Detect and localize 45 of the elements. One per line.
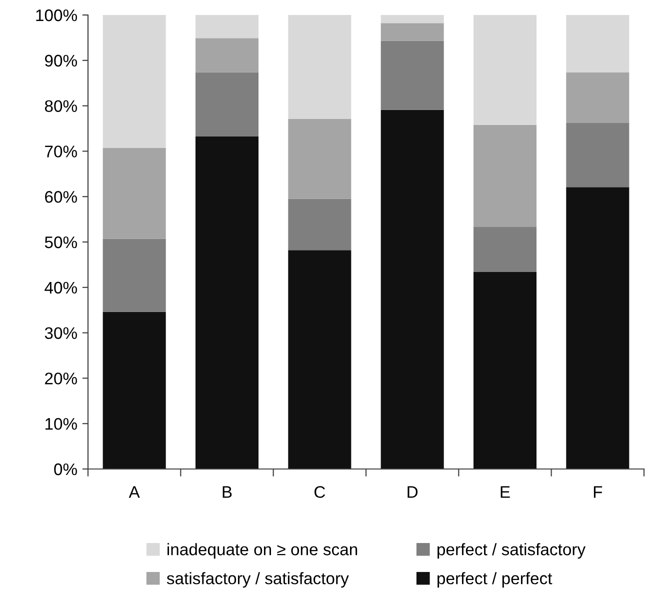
y-tick-label: 100% [36,9,77,22]
y-tick-label: 30% [44,327,77,340]
legend-label: perfect / satisfactory [438,543,586,559]
bar [380,110,444,469]
bar [380,23,444,41]
x-tick-label: E [500,486,510,498]
bar [102,238,166,312]
legend-label: inadequate on ≥ one scan [168,543,358,559]
y-tick-label: 40% [44,282,77,294]
y-tick-label: 0% [54,463,77,476]
bar [102,312,166,469]
bar [288,250,352,469]
legend-label: perfect / perfect [438,572,552,588]
legend-label: satisfactory / satisfactory [166,572,349,588]
bar [195,72,259,136]
bar [473,124,537,228]
bar [473,15,537,125]
x-tick-label: D [408,486,418,498]
bar [566,187,630,469]
bar [195,136,259,469]
x-tick-label: A [128,486,140,498]
bar [102,15,166,148]
y-tick-label: 80% [44,100,77,112]
y-tick-label: 50% [44,236,77,248]
y-tick-label: 10% [45,418,77,430]
x-tick-label: C [314,486,326,498]
bar [195,38,259,72]
bar [566,123,630,188]
y-tick-label: 70% [45,146,77,158]
bar [288,118,352,199]
bar [473,227,537,272]
bar [195,15,259,38]
bar [566,72,630,124]
bar [102,148,166,239]
y-tick-label: 60% [45,191,77,203]
bar [473,272,537,469]
bar [566,15,630,72]
bar [288,198,352,250]
y-tick-label: 90% [45,54,77,67]
x-tick-label: B [222,486,232,498]
y-tick-label: 20% [45,372,77,384]
bar [288,15,352,119]
bar [380,40,444,110]
x-tick-label: F [594,486,602,498]
bar [380,15,444,24]
